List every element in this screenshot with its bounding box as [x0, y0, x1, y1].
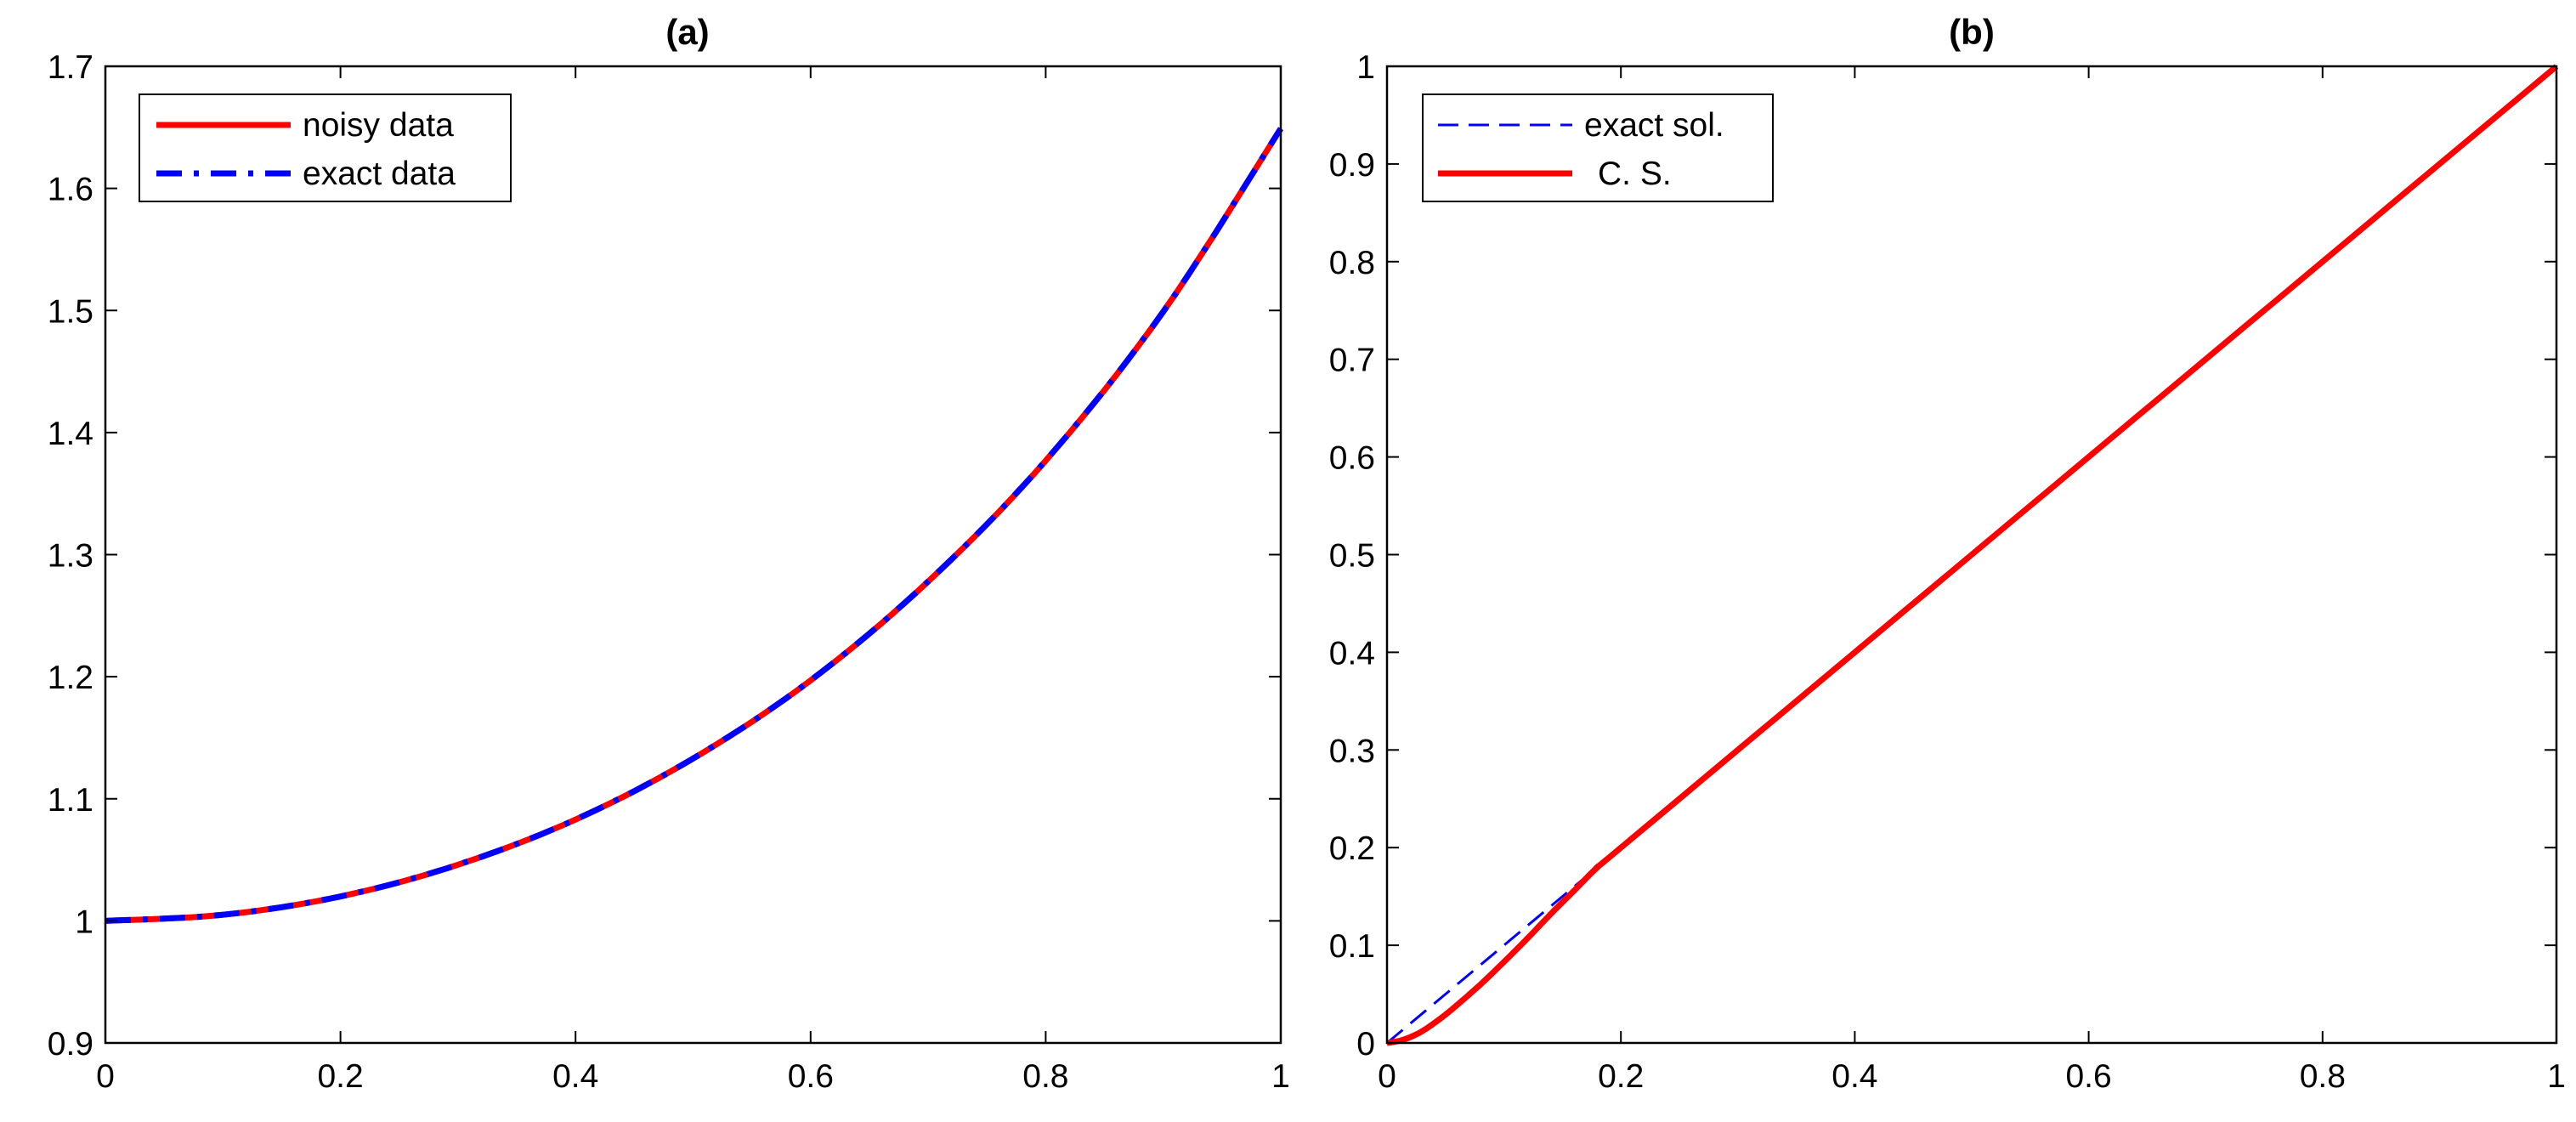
y-tick-label-a: 1.5 [48, 293, 93, 330]
y-tick-label-b: 0 [1356, 1026, 1375, 1062]
x-tick-label-b: 0.4 [1832, 1058, 1877, 1095]
legend-b: exact sol. C. S. [1422, 94, 1774, 202]
legend-label-noisy-data: noisy data [303, 107, 454, 144]
y-tick-label-b: 0.4 [1329, 635, 1375, 672]
legend-label-exact-data: exact data [303, 156, 456, 192]
series-group-b [1384, 64, 2559, 1046]
title-a: (a) [665, 12, 709, 52]
y-tick-label-a: 1.2 [48, 660, 93, 696]
legend-label-cs: C. S. [1598, 156, 1672, 192]
y-tick-label-a: 1.6 [48, 172, 93, 208]
series-line-c-s [1384, 64, 2559, 1046]
series-line-noisy-data [105, 127, 1283, 924]
legend-box-b [1422, 94, 1774, 202]
x-tick-label-a: 0.8 [1022, 1058, 1068, 1095]
y-tick-label-a: 1 [75, 904, 93, 940]
y-tick-label-b: 0.9 [1329, 147, 1375, 184]
series-group-a [105, 127, 1283, 924]
legend-a: noisy data exact data [139, 94, 512, 202]
title-b: (b) [1949, 12, 1995, 52]
y-tick-label-a: 1.7 [48, 49, 93, 86]
y-tick-label-b: 0.8 [1329, 245, 1375, 281]
y-tick-label-b: 0.7 [1329, 343, 1375, 379]
x-tick-label-b: 0 [1378, 1058, 1396, 1095]
y-tick-label-b: 0.1 [1329, 928, 1375, 965]
y-tick-label-b: 0.5 [1329, 538, 1375, 575]
y-tick-label-a: 0.9 [48, 1026, 93, 1062]
x-tick-label-a: 0 [96, 1058, 115, 1095]
ticks-a: 0 0.2 0.4 0.6 0.8 1 0.9 1 1.1 1.2 1.3 1.4 1.5 1.6 1.7 [48, 49, 1290, 1095]
series-line-exact-data [105, 127, 1283, 924]
x-tick-label-a: 0.6 [788, 1058, 834, 1095]
ticks-b: 0 0.2 0.4 0.6 0.8 1 0 0.1 0.2 0.3 0.4 0.5 0.6 0.7 0.8 0… [1329, 49, 2566, 1095]
x-tick-label-a: 0.4 [552, 1058, 598, 1095]
legend-label-exact-sol: exact sol. [1584, 107, 1724, 144]
y-tick-label-b: 0.3 [1329, 733, 1375, 769]
panel-a: (a) 0 0.2 0.4 0.6 0.8 1 0.9 1 1.1 1.2 1.3 1.4 1.5 1.6… [48, 12, 1290, 1095]
y-tick-label-a: 1.3 [48, 538, 93, 575]
x-tick-label-b: 0.8 [2300, 1058, 2346, 1095]
y-tick-label-a: 1.4 [48, 416, 93, 452]
y-tick-label-a: 1.1 [48, 782, 93, 819]
y-tick-label-b: 1 [1356, 49, 1375, 86]
y-tick-label-b: 0.2 [1329, 830, 1375, 867]
x-tick-label-b: 1 [2547, 1058, 2566, 1095]
x-tick-label-a: 1 [1271, 1058, 1290, 1095]
axes-box-a [104, 65, 1282, 1045]
legend-box-a [139, 94, 512, 202]
x-tick-label-b: 0.2 [1598, 1058, 1644, 1095]
y-tick-label-b: 0.6 [1329, 440, 1375, 477]
x-tick-label-b: 0.6 [2065, 1058, 2111, 1095]
panel-b: (b) 0 0.2 0.4 0.6 0.8 1 0 0.1 0.2 0.3 0.4 0.5 0.6 0.7… [1329, 12, 2566, 1095]
x-tick-label-a: 0.2 [317, 1058, 363, 1095]
